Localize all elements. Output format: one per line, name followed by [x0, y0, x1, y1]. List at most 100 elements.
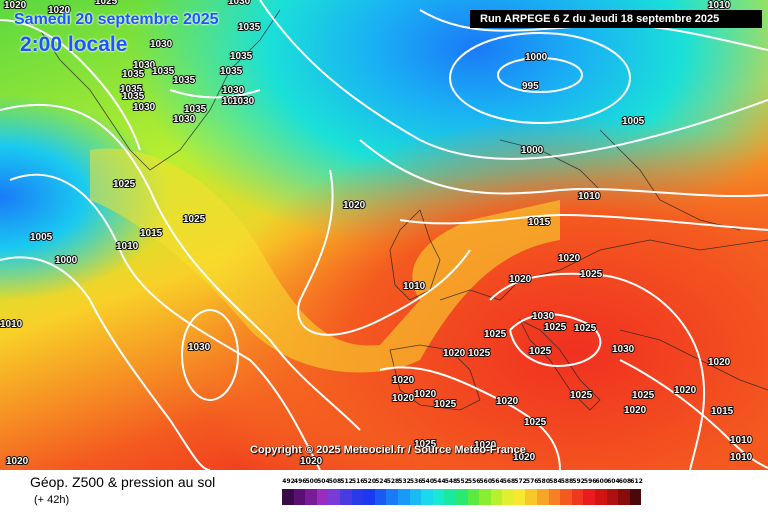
isobar-label: 1015: [140, 228, 163, 239]
scale-swatch: [455, 489, 468, 505]
scale-label: 540: [421, 478, 435, 485]
scale-swatch: [629, 489, 642, 505]
isobar-label: 1035: [152, 66, 175, 77]
scale-swatch: [618, 489, 630, 505]
color-scale: 492 496 500 504 508 512 516 520 524 528 532 536 540 5…: [282, 478, 752, 505]
footer-subtitle: (+ 42h): [34, 494, 70, 506]
scale-swatch: [339, 489, 352, 505]
scale-swatch: [316, 489, 329, 505]
scale-swatch: [305, 489, 317, 505]
isobar-label: 1020: [509, 274, 532, 285]
isobar-label: 1010: [403, 281, 426, 292]
footer-title: Géop. Z500 & pression au sol: [30, 474, 216, 490]
isobar-label: 1035: [122, 91, 145, 102]
isobar-label: 1030: [232, 96, 255, 107]
scale-label: 504: [317, 478, 330, 485]
scale-label: 564: [491, 478, 504, 485]
isobar-label: 1020: [4, 0, 27, 11]
isobar-label: 1020: [474, 440, 497, 451]
scale-swatch: [606, 489, 619, 505]
isobar-label: 1025: [632, 390, 655, 401]
scale-swatch: [548, 489, 561, 505]
isobar-label: 1030: [188, 342, 211, 353]
isobar-label: 1010: [730, 452, 753, 463]
scale-label: 596: [583, 478, 597, 485]
isobar-label: 1020: [708, 357, 731, 368]
scale-label: 556: [467, 478, 481, 485]
isobar-label: 1030: [612, 344, 635, 355]
isobar-label: 1025: [95, 0, 118, 7]
scale-swatch: [282, 489, 294, 505]
isobar-label: 1035: [222, 96, 245, 107]
scale-swatch: [328, 489, 340, 505]
forecast-time: 2:00 locale: [20, 33, 128, 56]
color-scale-bar: [282, 489, 642, 505]
scale-label: 524: [375, 478, 388, 485]
isobar-label: 1030: [222, 85, 245, 96]
isobar-label: 1010: [708, 0, 731, 11]
scale-label: 612: [630, 478, 643, 485]
scale-swatch: [351, 489, 364, 505]
scale-label: 588: [560, 478, 574, 485]
scale-swatch: [490, 489, 503, 505]
isobar-label: 1030: [173, 114, 196, 125]
isobar-label: 1025: [183, 214, 206, 225]
scale-label: 568: [502, 478, 516, 485]
isobar-label: 1010: [578, 191, 601, 202]
scale-label: 508: [328, 478, 342, 485]
isobar-label: 1020: [443, 348, 466, 359]
scale-swatch: [397, 489, 410, 505]
forecast-date: Samedi 20 septembre 2025: [14, 11, 219, 28]
scale-label: 516: [351, 478, 365, 485]
isobar-label: 1010: [116, 241, 139, 252]
scale-label: 604: [607, 478, 620, 485]
scale-label: 548: [444, 478, 458, 485]
isobar-label: 1025: [434, 399, 457, 410]
isobar-label: 1030: [150, 39, 173, 50]
isobar-label: 1035: [184, 104, 207, 115]
isobar-label: 1030: [532, 311, 555, 322]
isobar-label: 1025: [544, 322, 567, 333]
isobar-label: 1020: [48, 5, 71, 16]
isobar-label: 1020: [624, 405, 647, 416]
scale-swatch: [571, 489, 584, 505]
scale-swatch: [595, 489, 607, 505]
scale-swatch: [560, 489, 572, 505]
isobar-label: 1025: [580, 269, 603, 280]
scale-label: 536: [409, 478, 423, 485]
scale-label: 576: [525, 478, 539, 485]
isobar-label: 1020: [496, 396, 519, 407]
isobar-label: 1020: [414, 389, 437, 400]
scale-swatch: [502, 489, 514, 505]
isobar-label: 1015: [528, 217, 551, 228]
scale-label: 500: [305, 478, 319, 485]
scale-label: 544: [433, 478, 446, 485]
scale-swatch: [432, 489, 445, 505]
isobar-label: 1035: [120, 84, 143, 95]
isobar-label: 1030: [228, 0, 251, 7]
scale-label: 552: [456, 478, 469, 485]
copyright-notice: Copyright © 2025 Meteociel.fr / Source M…: [250, 444, 526, 456]
isobar-label: 1035: [238, 22, 261, 33]
isobar-label: 1020: [392, 375, 415, 386]
scale-swatch: [525, 489, 538, 505]
scale-swatch: [537, 489, 549, 505]
scale-label: 572: [514, 478, 527, 485]
isobar-label: 1025: [468, 348, 491, 359]
scale-label: 560: [479, 478, 493, 485]
isobar-label: 1005: [30, 232, 53, 243]
isobar-label: 1030: [133, 102, 156, 113]
footer: Géop. Z500 & pression au sol (+ 42h) 492…: [0, 470, 768, 512]
run-info: Run ARPEGE 6 Z du Jeudi 18 septembre 202…: [470, 10, 762, 28]
isobar-label: 1000: [525, 52, 548, 63]
isobar-label: 1035: [230, 51, 253, 62]
scale-label: 512: [340, 478, 353, 485]
isobar-label: 1035: [173, 75, 196, 86]
scale-swatch: [409, 489, 422, 505]
isobar-label: 1025: [414, 439, 437, 450]
scale-swatch: [363, 489, 375, 505]
isobar-label: 1035: [220, 66, 243, 77]
isobar-label: 1010: [0, 319, 23, 330]
isobar-label: 1025: [570, 390, 593, 401]
